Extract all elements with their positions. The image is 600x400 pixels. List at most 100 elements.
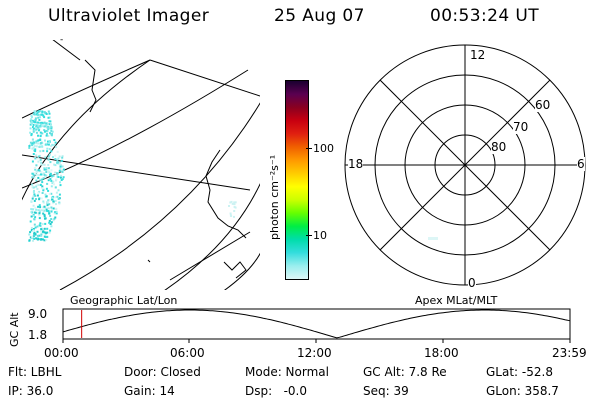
emission-pixel xyxy=(38,214,41,217)
emission-pixel xyxy=(37,234,39,237)
emission-pixel xyxy=(31,176,34,179)
emission-pixel xyxy=(39,116,41,119)
emission-pixel xyxy=(54,199,57,202)
emission-pixel xyxy=(35,173,38,176)
emission-pixel xyxy=(43,116,46,119)
emission-pixel xyxy=(54,172,57,175)
emission-pixel xyxy=(33,189,35,192)
emission-pixel xyxy=(37,191,40,194)
mlat-label-70: 70 xyxy=(513,120,529,134)
emission-pixel xyxy=(30,118,33,121)
emission-pixel xyxy=(229,212,232,215)
emission-pixel xyxy=(52,207,55,210)
emission-pixel xyxy=(44,176,47,179)
emission-pixel xyxy=(30,211,33,214)
emission-pixel xyxy=(41,192,44,194)
emission-pixel xyxy=(44,143,47,146)
emission-pixel xyxy=(47,158,50,161)
emission-pixel xyxy=(42,209,45,212)
emission-pixel xyxy=(34,150,37,153)
emission-pixel xyxy=(33,167,36,170)
emission-pixel xyxy=(59,184,62,187)
emission-pixel xyxy=(56,159,59,162)
emission-pixel xyxy=(38,234,41,237)
emission-pixel xyxy=(231,202,234,205)
emission-pixel xyxy=(53,183,55,186)
colorbar-tick-10: 10 xyxy=(313,229,327,242)
emission-pixel xyxy=(40,230,42,233)
emission-pixel xyxy=(45,174,48,177)
colorbar-tick-100: 100 xyxy=(313,142,334,155)
emission-pixel xyxy=(47,155,50,158)
mlt-label-18: 18 xyxy=(348,157,364,171)
emission-pixel xyxy=(48,199,51,202)
emission-pixel xyxy=(36,110,39,113)
timeline-ymax: 9.0 xyxy=(28,307,48,321)
emission-pixel xyxy=(35,125,38,128)
emission-pixel xyxy=(40,233,43,236)
mlt-label-0: 0 xyxy=(468,276,476,290)
emission-pixel xyxy=(55,210,58,213)
glat-status: GLat: -52.8 xyxy=(486,365,553,379)
emission-pixel xyxy=(54,158,57,160)
mode-status: Mode: Normal xyxy=(245,365,329,379)
emission-pixel xyxy=(47,164,50,166)
emission-pixel xyxy=(37,238,40,240)
emission-pixel xyxy=(230,200,233,203)
emission-pixel xyxy=(48,219,51,222)
emission-pixel xyxy=(62,169,65,172)
emission-pixel xyxy=(49,132,51,135)
emission-pixel xyxy=(50,225,53,228)
emission-pixel xyxy=(50,129,53,132)
emission-pixel xyxy=(32,113,35,116)
emission-pixel xyxy=(43,205,46,208)
emission-pixel xyxy=(32,235,35,238)
emission-pixel xyxy=(49,229,52,232)
emission-pixel xyxy=(45,168,48,171)
emission-pixel xyxy=(36,124,39,127)
emission-pixel xyxy=(45,238,48,241)
emission-pixel xyxy=(36,170,39,173)
emission-pixel xyxy=(35,145,38,148)
emission-pixel xyxy=(33,176,36,179)
emission-pixel xyxy=(50,127,53,130)
emission-pixel xyxy=(32,124,35,126)
emission-pixel xyxy=(35,208,38,211)
emission-pixel xyxy=(61,165,64,168)
emission-pixel xyxy=(47,210,50,212)
emission-pixel xyxy=(34,157,37,160)
emission-pixel xyxy=(34,233,37,236)
emission-pixel xyxy=(37,176,40,179)
emission-pixel xyxy=(42,149,45,152)
emission-pixel xyxy=(53,139,56,141)
emission-pixel xyxy=(42,125,45,128)
emission-pixel xyxy=(49,161,52,164)
emission-pixel xyxy=(38,113,41,116)
emission-pixel xyxy=(37,209,40,212)
emission-pixel xyxy=(37,142,40,145)
emission-pixel xyxy=(48,193,51,195)
emission-pixel xyxy=(56,150,59,153)
emission-pixel xyxy=(51,143,54,146)
gain-status: Gain: 14 xyxy=(124,384,175,398)
emission-pixel xyxy=(48,127,51,130)
emission-pixel xyxy=(40,209,43,212)
emission-pixel xyxy=(48,123,51,126)
emission-pixel xyxy=(32,142,35,145)
emission-pixel xyxy=(33,149,35,152)
emission-pixel xyxy=(50,192,53,195)
emission-pixel xyxy=(33,128,36,131)
emission-pixel xyxy=(39,178,42,181)
emission-pixel xyxy=(229,214,232,217)
emission-pixel xyxy=(32,230,35,232)
emission-pixel xyxy=(28,146,31,149)
emission-pixel xyxy=(53,212,56,215)
emission-pixel xyxy=(33,218,36,221)
emission-pixel xyxy=(42,200,45,203)
emission-pixel xyxy=(39,206,42,209)
emission-pixel xyxy=(48,211,50,214)
emission-pixel xyxy=(53,217,56,220)
emission-pixel xyxy=(39,222,42,225)
mlat-label-60: 60 xyxy=(535,98,551,112)
